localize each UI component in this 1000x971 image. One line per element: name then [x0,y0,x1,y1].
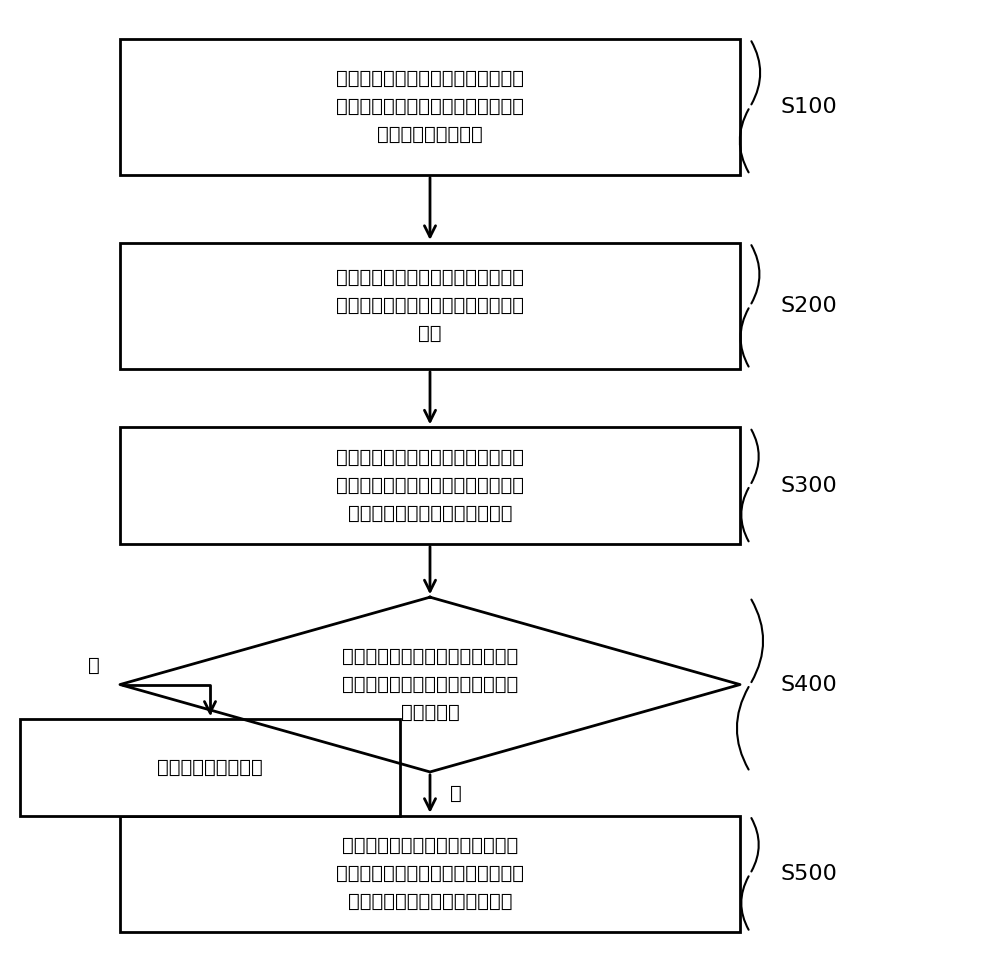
Text: 分析每个第一温度参数减去同一时
刻第二温度参数的值是否超出预设
的温度阈值: 分析每个第一温度参数减去同一时 刻第二温度参数的值是否超出预设 的温度阈值 [342,647,518,722]
Text: S500: S500 [780,864,837,884]
Text: S200: S200 [780,296,837,316]
Text: 判断未发生润滑失效: 判断未发生润滑失效 [157,757,263,777]
FancyBboxPatch shape [120,39,740,175]
Text: 否: 否 [88,655,100,675]
Text: S100: S100 [780,97,837,117]
Text: 是: 是 [450,785,462,803]
Text: 利用设置于变速箱外的第二温度采集
模块采集变速箱所处环境的第二温度
参数: 利用设置于变速箱外的第二温度采集 模块采集变速箱所处环境的第二温度 参数 [336,268,524,344]
Text: 通过分布于变速箱内啮合齿轮、轴承
处的若干第一温度采集模块采集变速
箱内的第一温度参数: 通过分布于变速箱内啮合齿轮、轴承 处的若干第一温度采集模块采集变速 箱内的第一温… [336,69,524,145]
Text: 判断发生润滑失效，发生润滑失效
时，根据测出润滑失效的第一温度采
集模块判断发生润滑失效的位置: 判断发生润滑失效，发生润滑失效 时，根据测出润滑失效的第一温度采 集模块判断发生… [336,836,524,912]
FancyBboxPatch shape [120,243,740,369]
FancyBboxPatch shape [20,719,400,816]
Text: S400: S400 [780,675,837,694]
Text: S300: S300 [780,476,837,495]
FancyBboxPatch shape [120,427,740,544]
Text: 对应收集并存储所采集的第一温度参
数和第二温度参数；遍历相应的第一
温度参数和第二温度参数并做差: 对应收集并存储所采集的第一温度参 数和第二温度参数；遍历相应的第一 温度参数和第… [336,448,524,523]
FancyBboxPatch shape [120,816,740,932]
